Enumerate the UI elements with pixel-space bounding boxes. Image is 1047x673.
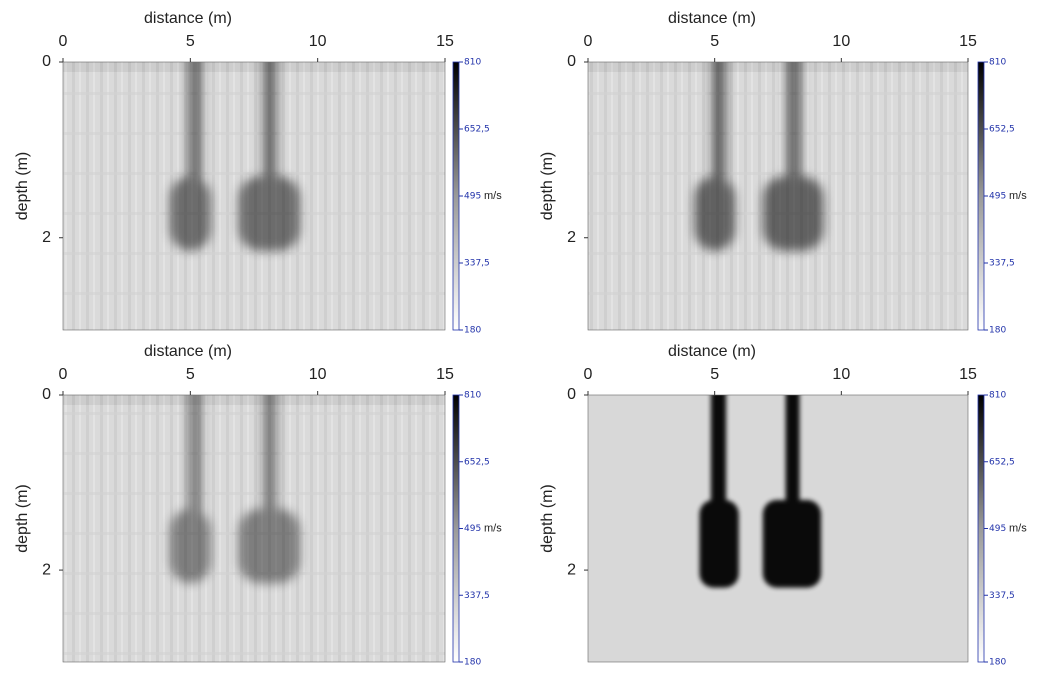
velocity-image (63, 395, 445, 662)
anomalies (169, 395, 300, 584)
y-tick-label: 2 (567, 229, 576, 246)
colorbar-unit: m/s (1009, 522, 1027, 534)
colorbar-tick-label: 337,5 (989, 591, 1015, 601)
colorbar-tick-label: 495 (464, 192, 481, 202)
anomaly (762, 176, 824, 251)
colorbar-tick-label: 180 (464, 326, 481, 336)
y-axis-label: depth (m) (14, 152, 31, 220)
x-tick-label: 15 (959, 366, 977, 383)
x-tick-label: 15 (959, 33, 977, 50)
velocity-image (588, 395, 968, 662)
panel: distance (m) 0 5 10 15 depth (m) 0 2 810 652,5 495… (14, 343, 502, 667)
plot-frame (587, 394, 969, 663)
anomaly (169, 508, 211, 584)
colorbar-tick-label: 180 (989, 326, 1006, 336)
x-tick-label: 10 (832, 33, 850, 50)
anomaly (238, 508, 300, 584)
anomaly (187, 62, 202, 194)
plot-frame (62, 61, 446, 331)
x-tick-label: 5 (186, 33, 195, 50)
panel: distance (m) 0 5 10 15 depth (m) 0 2 810 652,5 495… (539, 10, 1027, 335)
x-tick-label: 15 (436, 366, 454, 383)
colorbar-tick-label: 495 (989, 524, 1006, 534)
top-band (588, 62, 968, 72)
panel: distance (m) 0 5 10 15 depth (m) 0 2 810 652,5 495… (539, 343, 1027, 667)
y-tick-label: 2 (42, 229, 51, 246)
top-band (63, 62, 445, 72)
anomaly (710, 395, 727, 518)
colorbar-tick-label: 810 (989, 58, 1006, 68)
y-tick-label: 0 (567, 386, 576, 403)
plot-frame (62, 394, 446, 663)
anomaly (262, 395, 277, 527)
anomaly (786, 62, 801, 194)
velocity-image (588, 62, 968, 330)
y-tick-label: 2 (567, 561, 576, 578)
colorbar-tick-label: 337,5 (464, 259, 490, 269)
plot-frame (587, 61, 969, 331)
top-band (63, 395, 445, 405)
anomaly (699, 500, 739, 588)
x-tick-label: 0 (584, 366, 593, 383)
colorbar-tick-label: 495 (464, 524, 481, 534)
x-tick-label: 0 (59, 366, 68, 383)
colorbar-tick-label: 810 (464, 58, 481, 68)
y-axis-label: depth (m) (539, 484, 556, 552)
colorbar-tick-label: 337,5 (464, 591, 490, 601)
colorbar-unit: m/s (484, 190, 502, 202)
colorbar (977, 61, 985, 331)
y-axis-label: depth (m) (14, 484, 31, 552)
x-tick-label: 5 (186, 366, 195, 383)
anomaly (187, 395, 202, 527)
colorbar-tick-label: 180 (464, 658, 481, 668)
colorbar-tick-label: 652,5 (989, 457, 1015, 467)
x-tick-label: 10 (309, 366, 327, 383)
anomaly (694, 176, 735, 251)
colorbar-unit: m/s (484, 522, 502, 534)
panel: distance (m) 0 5 10 15 depth (m) 0 2 810 652,5 495… (14, 10, 502, 335)
anomaly (238, 176, 300, 251)
anomaly (262, 62, 277, 194)
colorbar-tick-label: 337,5 (989, 259, 1015, 269)
anomaly (785, 395, 800, 518)
colorbar (452, 61, 460, 331)
x-axis-label: distance (m) (144, 343, 232, 360)
anomaly (169, 176, 211, 251)
x-axis-label: distance (m) (144, 10, 232, 27)
y-tick-label: 0 (42, 53, 51, 70)
x-tick-label: 15 (436, 33, 454, 50)
colorbar-tick-label: 652,5 (464, 125, 490, 135)
y-axis-label: depth (m) (539, 152, 556, 220)
y-tick-label: 0 (42, 386, 51, 403)
x-tick-label: 10 (832, 366, 850, 383)
x-tick-label: 0 (59, 33, 68, 50)
velocity-image (63, 62, 445, 330)
colorbar-tick-label: 652,5 (989, 125, 1015, 135)
x-axis-label: distance (m) (668, 10, 756, 27)
anomalies (169, 62, 300, 251)
colorbar-tick-label: 652,5 (464, 457, 490, 467)
x-tick-label: 5 (710, 366, 719, 383)
x-axis-label: distance (m) (668, 343, 756, 360)
colorbar (452, 394, 460, 663)
anomaly (712, 62, 727, 194)
colorbar (977, 394, 985, 663)
x-tick-label: 5 (710, 33, 719, 50)
colorbar-tick-label: 180 (989, 658, 1006, 668)
anomalies (694, 62, 824, 251)
colorbar-unit: m/s (1009, 190, 1027, 202)
anomalies (699, 395, 822, 588)
anomaly (762, 500, 822, 588)
x-tick-label: 10 (309, 33, 327, 50)
colorbar-tick-label: 810 (989, 391, 1006, 401)
colorbar-tick-label: 495 (989, 192, 1006, 202)
x-tick-label: 0 (584, 33, 593, 50)
y-tick-label: 0 (567, 53, 576, 70)
colorbar-tick-label: 810 (464, 391, 481, 401)
y-tick-label: 2 (42, 561, 51, 578)
